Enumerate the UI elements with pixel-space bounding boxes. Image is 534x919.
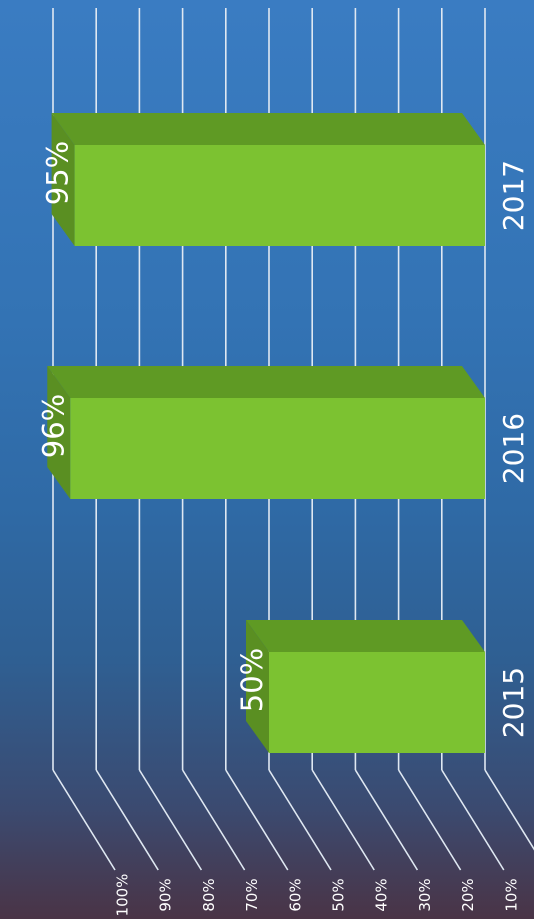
tick-label: 50% <box>330 878 348 911</box>
data-label: 50% <box>235 648 269 712</box>
tick-label: 100% <box>114 874 132 917</box>
floor-gridline <box>441 769 505 871</box>
bar-side-face <box>246 620 269 753</box>
bar <box>51 113 485 246</box>
tick-label: 70% <box>243 878 261 911</box>
bar-side-face <box>47 366 71 499</box>
floor-gridline <box>138 769 203 871</box>
tick-label: 30% <box>416 878 434 911</box>
bar-front-face <box>70 398 485 499</box>
bar-front-face <box>269 652 485 753</box>
floor-gridline <box>268 769 332 871</box>
bars <box>47 113 485 753</box>
tick-label: 80% <box>200 878 218 911</box>
category-label: 2017 <box>497 160 530 231</box>
bar-front-face <box>74 145 485 246</box>
tick-label: 20% <box>459 878 477 911</box>
floor-gridline <box>95 769 159 871</box>
bar-top-face <box>51 113 485 145</box>
data-label: 95% <box>41 141 75 205</box>
category-label: 2015 <box>497 667 530 738</box>
floor-gridline <box>484 769 534 851</box>
bar-top-face <box>47 366 485 398</box>
floor-gridline <box>311 769 375 871</box>
bar-side-face <box>51 113 75 246</box>
tick-label: 40% <box>373 878 391 911</box>
bar-top-face <box>246 620 485 652</box>
floor-gridline <box>225 769 289 871</box>
floor-gridline <box>52 769 116 871</box>
data-label: 96% <box>36 394 70 458</box>
floor-gridline <box>181 769 246 871</box>
bar <box>47 366 485 499</box>
category-label: 2016 <box>497 413 530 484</box>
floor-gridline <box>397 769 462 871</box>
labels: 0%10%20%30%40%50%60%70%80%90%100%50%2015… <box>36 141 530 917</box>
tick-label: 90% <box>157 878 175 911</box>
bar <box>246 620 485 753</box>
tick-label: 10% <box>502 878 520 911</box>
floor-gridline <box>354 769 419 871</box>
tick-label: 60% <box>286 878 304 911</box>
